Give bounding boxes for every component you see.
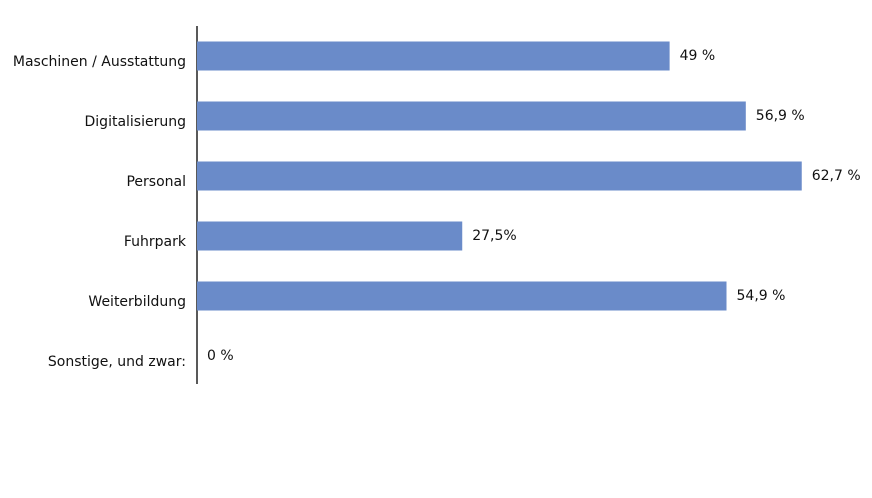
bar <box>197 161 802 191</box>
value-label: 54,9 % <box>737 288 786 304</box>
category-label: Digitalisierung <box>85 114 186 130</box>
bar <box>197 221 463 251</box>
value-label: 62,7 % <box>812 168 861 184</box>
category-label: Fuhrpark <box>124 234 187 250</box>
value-label: 56,9 % <box>756 108 805 124</box>
value-label: 27,5% <box>472 228 516 244</box>
bar <box>197 41 670 71</box>
bar <box>197 281 727 311</box>
value-label: 49 % <box>680 48 716 64</box>
category-label: Weiterbildung <box>88 294 186 310</box>
bar <box>197 101 746 131</box>
value-label: 0 % <box>207 348 234 364</box>
category-label: Personal <box>126 174 186 190</box>
category-label: Sonstige, und zwar: <box>48 354 186 370</box>
category-label: Maschinen / Ausstattung <box>13 54 186 70</box>
